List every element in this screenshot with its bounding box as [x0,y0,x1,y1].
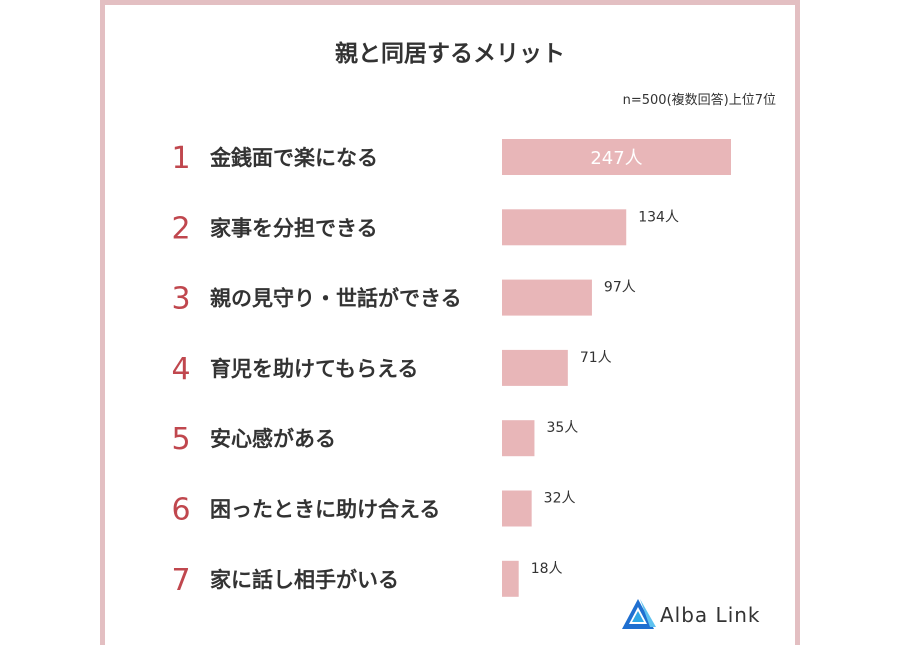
category-label: 困ったときに助け合える [210,498,440,522]
value-label: 97人 [604,280,636,296]
bar [502,349,568,386]
category-label: 家に話し相手がいる [210,568,399,592]
rank-number: 1 [171,141,190,176]
value-label: 247人 [590,148,642,169]
bar [502,420,535,457]
chart-title: 親と同居するメリット [335,41,565,67]
sample-note: n=500(複数回答)上位7位 [622,93,776,108]
rank-number: 7 [171,563,190,598]
value-label: 71人 [580,350,612,366]
rank-number: 6 [171,493,190,528]
logo-text: Alba Link [660,603,761,627]
rank-number: 3 [171,282,190,317]
category-label: 家事を分担できる [210,216,378,240]
bar [502,139,731,175]
category-label: 育児を助けてもらえる [210,357,418,381]
value-label: 134人 [638,209,679,225]
bar [502,490,532,527]
alba-link-logo-icon [622,599,656,629]
category-label: 金銭面で楽になる [209,146,378,170]
value-label: 35人 [546,420,578,436]
bar [502,279,592,316]
rank-number: 4 [171,352,190,387]
category-label: 親の見守り・世話ができる [210,287,462,311]
alba-link-logo: Alba Link [620,597,790,633]
bar [502,560,519,597]
value-label: 32人 [544,491,576,507]
bar [502,209,627,246]
value-label: 18人 [531,561,563,577]
rank-number: 2 [171,211,190,246]
rank-number: 5 [171,422,190,457]
category-label: 安心感がある [210,427,336,451]
chart-frame [100,0,800,645]
